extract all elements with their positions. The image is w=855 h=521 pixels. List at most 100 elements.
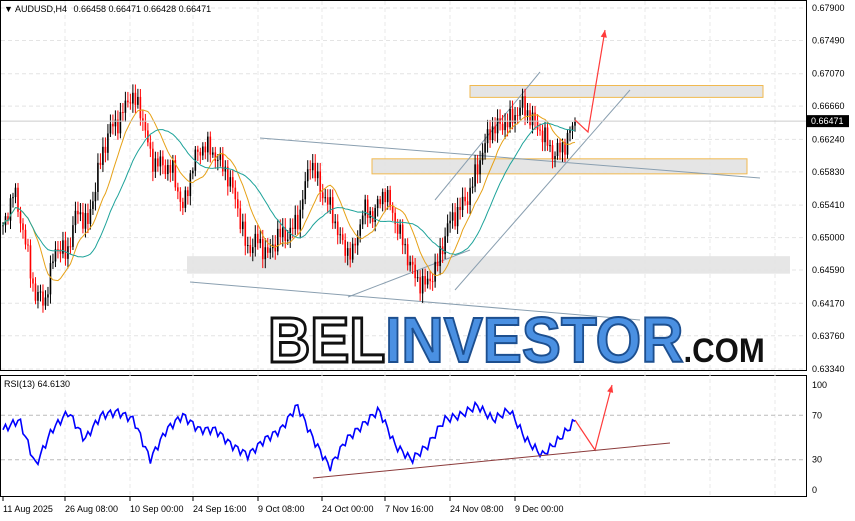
- candle-body: [79, 212, 82, 215]
- candle-body: [391, 206, 394, 213]
- candle-body: [504, 121, 506, 131]
- collapse-triangle-icon[interactable]: ▼: [4, 4, 13, 14]
- candle-body: [526, 110, 529, 116]
- candle-body: [167, 165, 169, 175]
- candle-body: [314, 162, 317, 179]
- candle-body: [34, 283, 37, 301]
- candle-body: [381, 191, 384, 205]
- candle-body: [374, 208, 376, 223]
- candle-body: [127, 100, 129, 103]
- y-tick-label: 0.66660: [812, 101, 845, 111]
- x-tick-label: 26 Aug 08:00: [65, 504, 118, 514]
- candle-body: [489, 129, 491, 141]
- y-tick-label: 0.67070: [812, 69, 845, 79]
- candle-body: [509, 108, 511, 128]
- candle-body: [556, 142, 559, 157]
- x-tick-label: 10 Sep 00:00: [130, 504, 184, 514]
- candle-body: [339, 234, 342, 236]
- candle-body: [364, 199, 366, 216]
- rsi-tick-label: 30: [812, 455, 822, 465]
- candle-body: [324, 197, 327, 199]
- rsi-forecast-arrow: [574, 384, 613, 452]
- rsi-pane-frame: [0, 375, 807, 497]
- candle-body: [244, 221, 247, 246]
- candle-body: [182, 201, 184, 208]
- candle-body: [284, 227, 287, 241]
- candle-body: [32, 278, 34, 284]
- candle-body: [484, 143, 486, 153]
- candle-body: [152, 148, 154, 172]
- candle-body: [184, 190, 187, 208]
- candle-body: [42, 291, 44, 306]
- x-tick-label: 11 Aug 2025: [3, 504, 53, 514]
- trend-line: [259, 137, 761, 179]
- candle-body: [429, 278, 431, 282]
- candle-body: [496, 118, 499, 134]
- logo-part-bel: BEL: [267, 303, 387, 378]
- x-tick-label: 24 Nov 08:00: [450, 504, 504, 514]
- candle-body: [316, 171, 319, 179]
- candle-body: [304, 181, 307, 200]
- trend-line: [454, 89, 631, 291]
- candle-body: [574, 121, 576, 126]
- candle-body: [209, 136, 212, 155]
- candle-body: [172, 160, 174, 173]
- candle-body: [234, 187, 237, 200]
- candle-body: [349, 248, 351, 260]
- candle-body: [251, 247, 254, 254]
- candle-body: [279, 228, 282, 238]
- candle-body: [401, 224, 404, 246]
- candle-body: [179, 191, 182, 202]
- candle-body: [406, 244, 409, 266]
- candle-body: [559, 142, 561, 153]
- candle-body: [494, 126, 496, 134]
- candle-body: [361, 215, 364, 225]
- candle-body: [177, 187, 179, 192]
- candle-body: [142, 118, 144, 122]
- candle-body: [549, 145, 551, 147]
- candle-body: [57, 249, 59, 251]
- y-tick-label: 0.65410: [812, 200, 845, 210]
- y-tick-label: 0.65000: [812, 233, 845, 243]
- candle-body: [17, 187, 19, 212]
- candle-body: [204, 146, 207, 153]
- candle-body: [194, 149, 197, 171]
- candle-body: [426, 278, 429, 285]
- candle-body: [189, 173, 192, 197]
- rsi-trend-line: [312, 442, 671, 479]
- candle-body: [29, 245, 32, 279]
- candle-body: [451, 212, 454, 221]
- candle-body: [454, 212, 456, 227]
- candle-body: [74, 210, 77, 226]
- candle-body: [341, 234, 344, 241]
- candle-body: [9, 198, 12, 221]
- candle-body: [379, 199, 381, 205]
- candle-body: [239, 208, 242, 230]
- candle-body: [114, 119, 117, 127]
- rsi-label: RSI(13) 64.6130: [4, 379, 71, 389]
- moving-average-slow: [2, 122, 576, 258]
- candle-body: [376, 199, 379, 209]
- candle-body: [399, 224, 401, 234]
- y-tick-label: 0.63760: [812, 331, 845, 341]
- forecast-arrow: [574, 29, 606, 134]
- candle-body: [459, 206, 461, 211]
- candle-body: [474, 164, 476, 187]
- candle-body: [94, 191, 97, 202]
- candle-body: [212, 152, 214, 155]
- candle-body: [122, 111, 124, 113]
- candle-body: [14, 187, 17, 198]
- candle-body: [99, 162, 102, 165]
- candle-body: [476, 164, 479, 175]
- candle-body: [77, 210, 79, 215]
- trend-line: [347, 249, 471, 298]
- candle-body: [306, 169, 309, 182]
- x-tick-label: 7 Nov 16:00: [385, 504, 434, 514]
- candle-body: [217, 159, 219, 161]
- candle-body: [92, 201, 94, 210]
- candle-body: [331, 197, 334, 224]
- candle-body: [274, 244, 277, 252]
- candle-body: [564, 142, 566, 155]
- candle-body: [369, 211, 371, 218]
- candle-body: [7, 216, 9, 221]
